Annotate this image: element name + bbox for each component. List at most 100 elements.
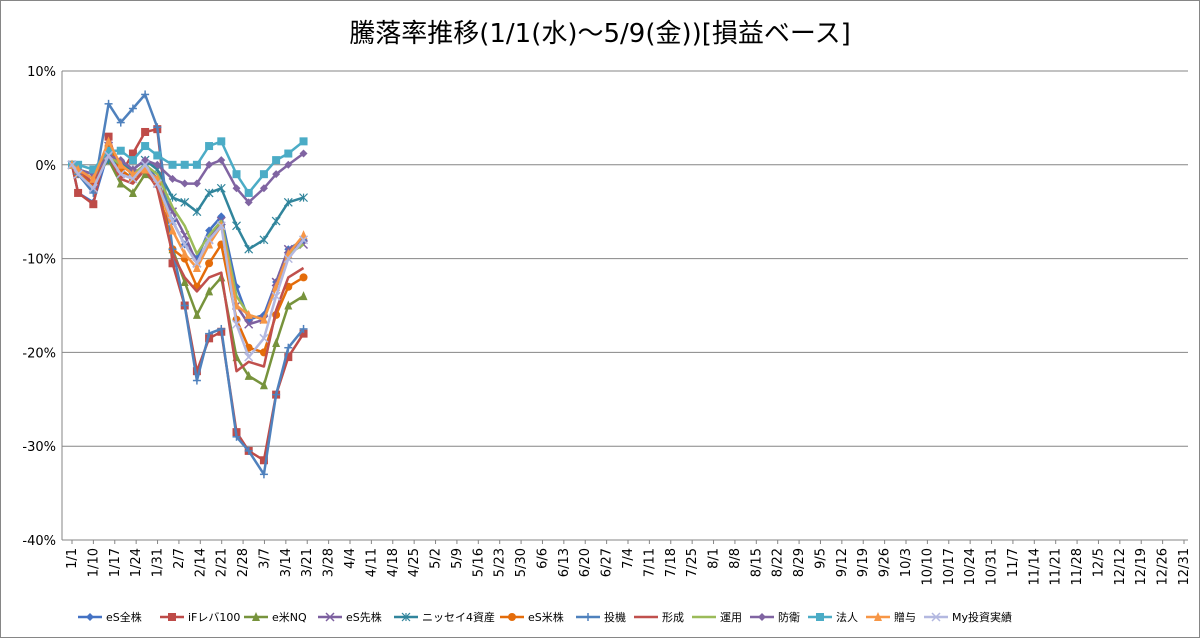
marker [874,612,882,621]
x-tick-label: 2/28 [236,548,251,577]
marker [128,156,137,165]
legend-label: e米NQ [272,611,307,624]
marker [168,613,176,621]
marker [816,613,824,621]
marker [259,380,268,390]
x-tick-label: 9/12 [835,548,850,577]
marker [259,456,268,465]
marker [284,149,293,158]
x-tick-label: 10/17 [942,548,957,585]
legend-label: 投機 [604,610,626,624]
marker [244,352,254,362]
x-tick-label: 1/17 [108,548,123,577]
series-法人 [68,137,308,197]
legend-label: 形成 [662,611,684,624]
marker [168,174,177,183]
x-tick-label: 3/14 [279,548,294,577]
x-tick-label: 2/7 [172,548,187,569]
marker [205,259,214,268]
y-tick-label: -20% [22,346,56,361]
x-tick-label: 11/21 [1049,548,1064,585]
x-tick-label: 5/9 [450,548,465,569]
marker [180,179,189,188]
marker [299,149,308,158]
marker [153,160,162,169]
x-tick-label: 7/11 [642,548,657,577]
y-tick-label: 10% [27,65,56,80]
series-My投資実績 [67,150,309,362]
series-group [67,90,309,479]
marker [116,169,126,179]
x-tick-label: 5/30 [514,548,529,577]
marker [244,188,253,197]
legend-label: My投資実績 [952,610,1012,624]
legend-label: eS先株 [346,610,382,624]
marker [232,170,241,179]
marker [252,612,260,621]
marker [271,291,281,301]
legend-item: e米NQ [244,611,307,624]
x-tick-label: 5/16 [471,548,486,577]
x-tick-label: 12/12 [1113,548,1128,585]
marker [192,179,201,188]
y-tick-label: -40% [22,534,56,549]
marker [283,254,293,264]
marker [244,319,254,329]
marker [931,612,941,622]
marker [325,612,335,622]
marker [272,338,281,348]
marker [192,309,201,319]
legend-item: ニッセイ4資産 [394,611,495,624]
marker [284,353,293,362]
x-tick-label: 10/10 [920,548,935,585]
marker [259,170,268,179]
axes [61,71,1188,541]
x-tick-label: 9/26 [878,548,893,577]
marker [192,262,201,272]
y-tick-label: 0% [35,159,56,174]
marker [180,160,189,169]
marker [217,156,226,165]
legend-item: 投機 [576,610,626,624]
marker [284,160,293,169]
legend-item: 防衛 [750,610,800,624]
marker [168,216,178,226]
marker [180,277,189,287]
marker [508,613,516,621]
x-tick-label: 1/10 [86,548,101,577]
marker [141,142,150,151]
x-tick-label: 12/5 [1091,548,1106,577]
x-tick-label: 4/25 [407,548,422,577]
legend-label: eS米株 [528,610,564,624]
x-tick-labels: 1/1 1/10 1/17 1/24 1/31 2/7 2/14 2/21 2/28 3/7 3/1… [65,540,1192,585]
x-tick-label: 2/14 [193,548,208,577]
x-tick-label: 6/20 [578,548,593,577]
x-tick-label: 6/27 [600,548,615,577]
x-tick-label: 8/29 [792,548,807,577]
x-tick-label: 4/4 [343,548,358,569]
marker [152,179,162,189]
y-tick-labels: 10% 0% -10% -20% -30% -40% [22,65,56,549]
x-tick-label: 8/1 [707,548,722,569]
marker [231,319,242,329]
marker [244,309,253,319]
x-tick-label: 11/14 [1027,548,1042,585]
marker [217,137,226,146]
legend-label: 法人 [836,610,858,624]
legend-label: 贈与 [894,610,916,624]
x-tick-label: 3/7 [257,548,272,569]
marker [216,221,226,231]
marker [299,137,308,146]
x-tick-label: 1/24 [129,548,144,577]
marker [259,314,268,324]
legend-item: eS先株 [318,610,382,624]
legend-label: 防衛 [778,610,800,624]
marker [89,173,98,183]
x-tick-label: 7/25 [685,548,700,577]
legend-item: My投資実績 [924,610,1012,624]
marker [259,184,268,193]
x-tick-label: 1/1 [65,548,80,569]
marker [180,239,190,250]
